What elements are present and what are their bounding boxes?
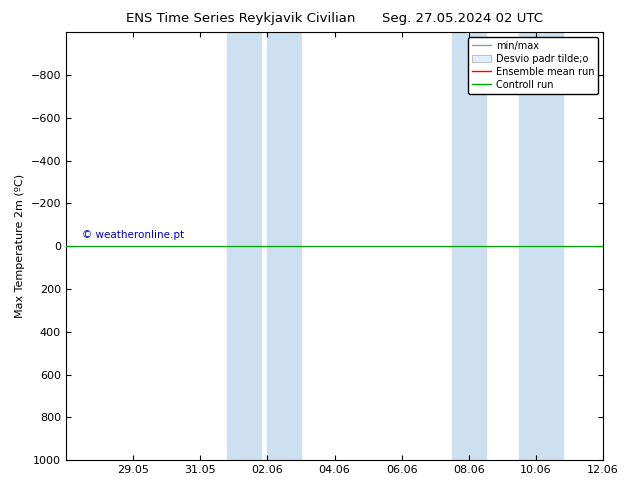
Text: © weatheronline.pt: © weatheronline.pt xyxy=(82,230,184,241)
Bar xyxy=(519,32,563,460)
Text: ENS Time Series Reykjavik Civilian: ENS Time Series Reykjavik Civilian xyxy=(126,12,356,25)
Bar xyxy=(227,32,261,460)
Legend: min/max, Desvio padr tilde;o, Ensemble mean run, Controll run: min/max, Desvio padr tilde;o, Ensemble m… xyxy=(468,37,598,94)
Bar xyxy=(452,32,486,460)
Y-axis label: Max Temperature 2m (ºC): Max Temperature 2m (ºC) xyxy=(15,174,25,318)
Text: Seg. 27.05.2024 02 UTC: Seg. 27.05.2024 02 UTC xyxy=(382,12,543,25)
Bar xyxy=(268,32,301,460)
